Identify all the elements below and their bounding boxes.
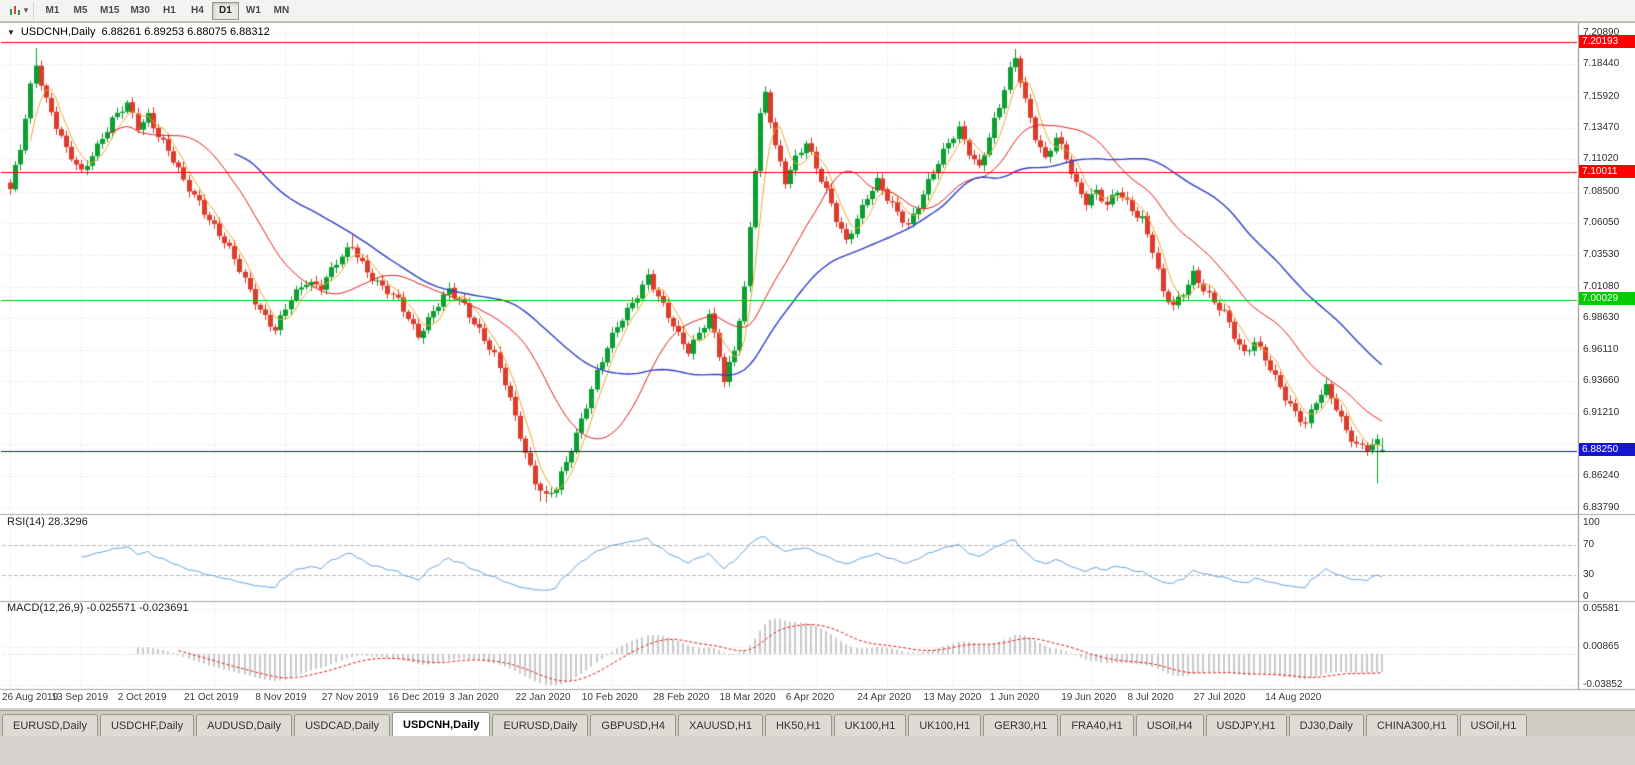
chart-tab-dj30-daily[interactable]: DJ30,Daily — [1288, 714, 1364, 736]
timeframe-button-w1[interactable]: W1 — [245, 5, 261, 16]
chart-tab-usoil-h1[interactable]: USOil,H1 — [1459, 714, 1528, 736]
chart-ohlc-values: 6.88261 6.89253 6.88075 6.88312 — [101, 26, 270, 38]
timeframe-button-m5[interactable]: M5 — [73, 5, 88, 16]
chart-tab-fra40-h1[interactable]: FRA40,H1 — [1060, 714, 1134, 736]
timeframe-button-d1[interactable]: D1 — [211, 1, 239, 20]
timeframe-button-m1[interactable]: M1 — [45, 5, 60, 16]
timeframe-button-m30[interactable]: M30 — [130, 5, 150, 16]
chart-tab-xauusd-h1[interactable]: XAUUSD,H1 — [677, 714, 763, 736]
timeframe-button-h1[interactable]: H1 — [163, 5, 176, 16]
chart-menu-icon[interactable]: ▼ — [7, 27, 15, 37]
chart-symbol-period: USDCNH,Daily — [20, 26, 96, 38]
chart-tab-eurusd-daily[interactable]: EURUSD,Daily — [492, 714, 589, 736]
chart-tab-gbpusd-h4[interactable]: GBPUSD,H4 — [590, 714, 676, 736]
chart-tab-usdcad-daily[interactable]: USDCAD,Daily — [294, 714, 391, 736]
chart-tab-china300-h1[interactable]: CHINA300,H1 — [1365, 714, 1458, 736]
chart-tab-audusd-daily[interactable]: AUDUSD,Daily — [196, 714, 293, 736]
period-toolbar: ▾ M1 M5 M15 M30 H1 H4 D1 W1 MN — [0, 0, 1635, 22]
chart-tab-uk100-h1[interactable]: UK100,H1 — [908, 714, 982, 736]
chart-canvas[interactable] — [0, 23, 1635, 709]
macd-label: MACD(12,26,9) -0.025571 -0.023691 — [7, 602, 189, 614]
chart-tab-ger30-h1[interactable]: GER30,H1 — [983, 714, 1059, 736]
status-strip — [0, 736, 1635, 765]
chart-type-icon[interactable]: ▾ — [4, 1, 34, 20]
chart-tab-usdchf-daily[interactable]: USDCHF,Daily — [99, 714, 195, 736]
chart-tab-hk50-h1[interactable]: HK50,H1 — [764, 714, 832, 736]
chart-tab-bar: EURUSD,Daily USDCHF,Daily AUDUSD,Daily USDC… — [0, 710, 1635, 736]
chart-title: ▼ USDCNH,Daily 6.88261 6.89253 6.88075 6… — [7, 26, 270, 38]
dropdown-caret-icon: ▾ — [23, 5, 29, 15]
chart-tab-eurusd-daily[interactable]: EURUSD,Daily — [2, 714, 98, 736]
timeframe-button-h4[interactable]: H4 — [191, 5, 204, 16]
timeframe-button-m15[interactable]: M15 — [100, 5, 120, 16]
chart-tab-uk100-h1[interactable]: UK100,H1 — [833, 714, 907, 736]
chart-tab-usdjpy-h1[interactable]: USDJPY,H1 — [1205, 714, 1287, 736]
rsi-label: RSI(14) 28.3296 — [7, 516, 88, 528]
timeframe-buttons: M1 M5 M15 M30 H1 H4 D1 W1 MN — [39, 1, 295, 20]
chart-tab-usdcnh-daily[interactable]: USDCNH,Daily — [392, 712, 491, 736]
chart-tab-usoil-h4[interactable]: USOil,H4 — [1135, 714, 1204, 736]
candlestick-chart-icon — [9, 5, 20, 15]
chart-area[interactable] — [0, 22, 1635, 709]
timeframe-button-mn[interactable]: MN — [273, 5, 290, 16]
